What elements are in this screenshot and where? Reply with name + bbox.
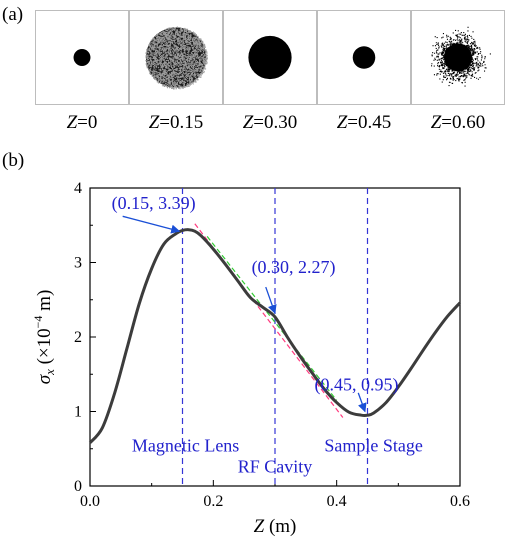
y-axis-subscript: x	[42, 369, 57, 376]
y-tick-label: 2	[74, 329, 82, 346]
beam-spot-0	[73, 49, 91, 66]
z-label-var: Z	[66, 112, 78, 133]
annotation-label-1: (0.30, 2.27)	[252, 257, 336, 278]
x-tick-label: 0.0	[80, 493, 100, 510]
z-label-1: Z=0.15	[149, 112, 204, 134]
z-label-var: Z	[336, 112, 348, 133]
z-label-value: =0.15	[159, 112, 204, 133]
section-label-1: RF Cavity	[238, 457, 313, 477]
z-label-value: =0	[77, 112, 98, 133]
z-label-3: Z=0.45	[337, 112, 392, 134]
y-tick-label: 4	[74, 180, 82, 197]
annotation-label-2: (0.45, 0.95)	[314, 375, 398, 396]
annotation-arrow-0	[122, 215, 181, 234]
annotation-arrow-1	[265, 286, 277, 315]
x-tick-label: 0.4	[327, 493, 347, 510]
beam-spot-1	[145, 26, 208, 90]
x-tick-label: 0.2	[203, 493, 223, 510]
beam-spot-2	[248, 35, 292, 80]
z-label-var: Z	[148, 112, 160, 133]
z-label-0: Z=0	[67, 112, 98, 134]
tangent-line-1	[206, 236, 338, 401]
z-label-value: =0.45	[347, 112, 392, 133]
z-label-2: Z=0.30	[243, 112, 298, 134]
z-label-4: Z=0.60	[431, 112, 486, 134]
beam-spot-speckle-1	[145, 26, 208, 90]
section-label-0: Magnetic Lens	[132, 436, 239, 456]
x-tick-label: 0.6	[450, 493, 470, 510]
section-label-2: Sample Stage	[324, 436, 422, 456]
panel-b-label: (b)	[2, 150, 25, 171]
x-axis-var: Z	[254, 516, 265, 537]
y-axis-exponent: −4	[31, 316, 45, 329]
x-axis-unit: (m)	[264, 516, 296, 537]
z-label-value: =0.30	[253, 112, 298, 133]
z-label-value: =0.60	[441, 112, 486, 133]
beam-spot-3	[352, 46, 376, 69]
spot-cell-3	[317, 10, 411, 105]
y-axis-symbol: σ	[34, 374, 55, 384]
y-axis-unit-post: m)	[34, 290, 55, 316]
x-axis-label: Z (m)	[254, 516, 297, 537]
beam-spot-4	[431, 26, 491, 87]
beam-spot-strip	[35, 10, 505, 105]
annotation-arrow-2	[357, 392, 367, 413]
annotation-label-0: (0.15, 3.39)	[112, 193, 196, 214]
y-tick-label: 0	[74, 478, 82, 495]
y-tick-label: 1	[74, 404, 82, 421]
panel-a-label: (a)	[2, 4, 24, 25]
beam-spot-halo-4	[431, 26, 491, 87]
y-axis-unit-pre: (×10	[34, 328, 55, 369]
z-label-var: Z	[430, 112, 442, 133]
z-label-var: Z	[242, 112, 254, 133]
y-tick-label: 3	[74, 255, 82, 272]
y-axis-label: σx (×10−4 m)	[31, 290, 57, 385]
